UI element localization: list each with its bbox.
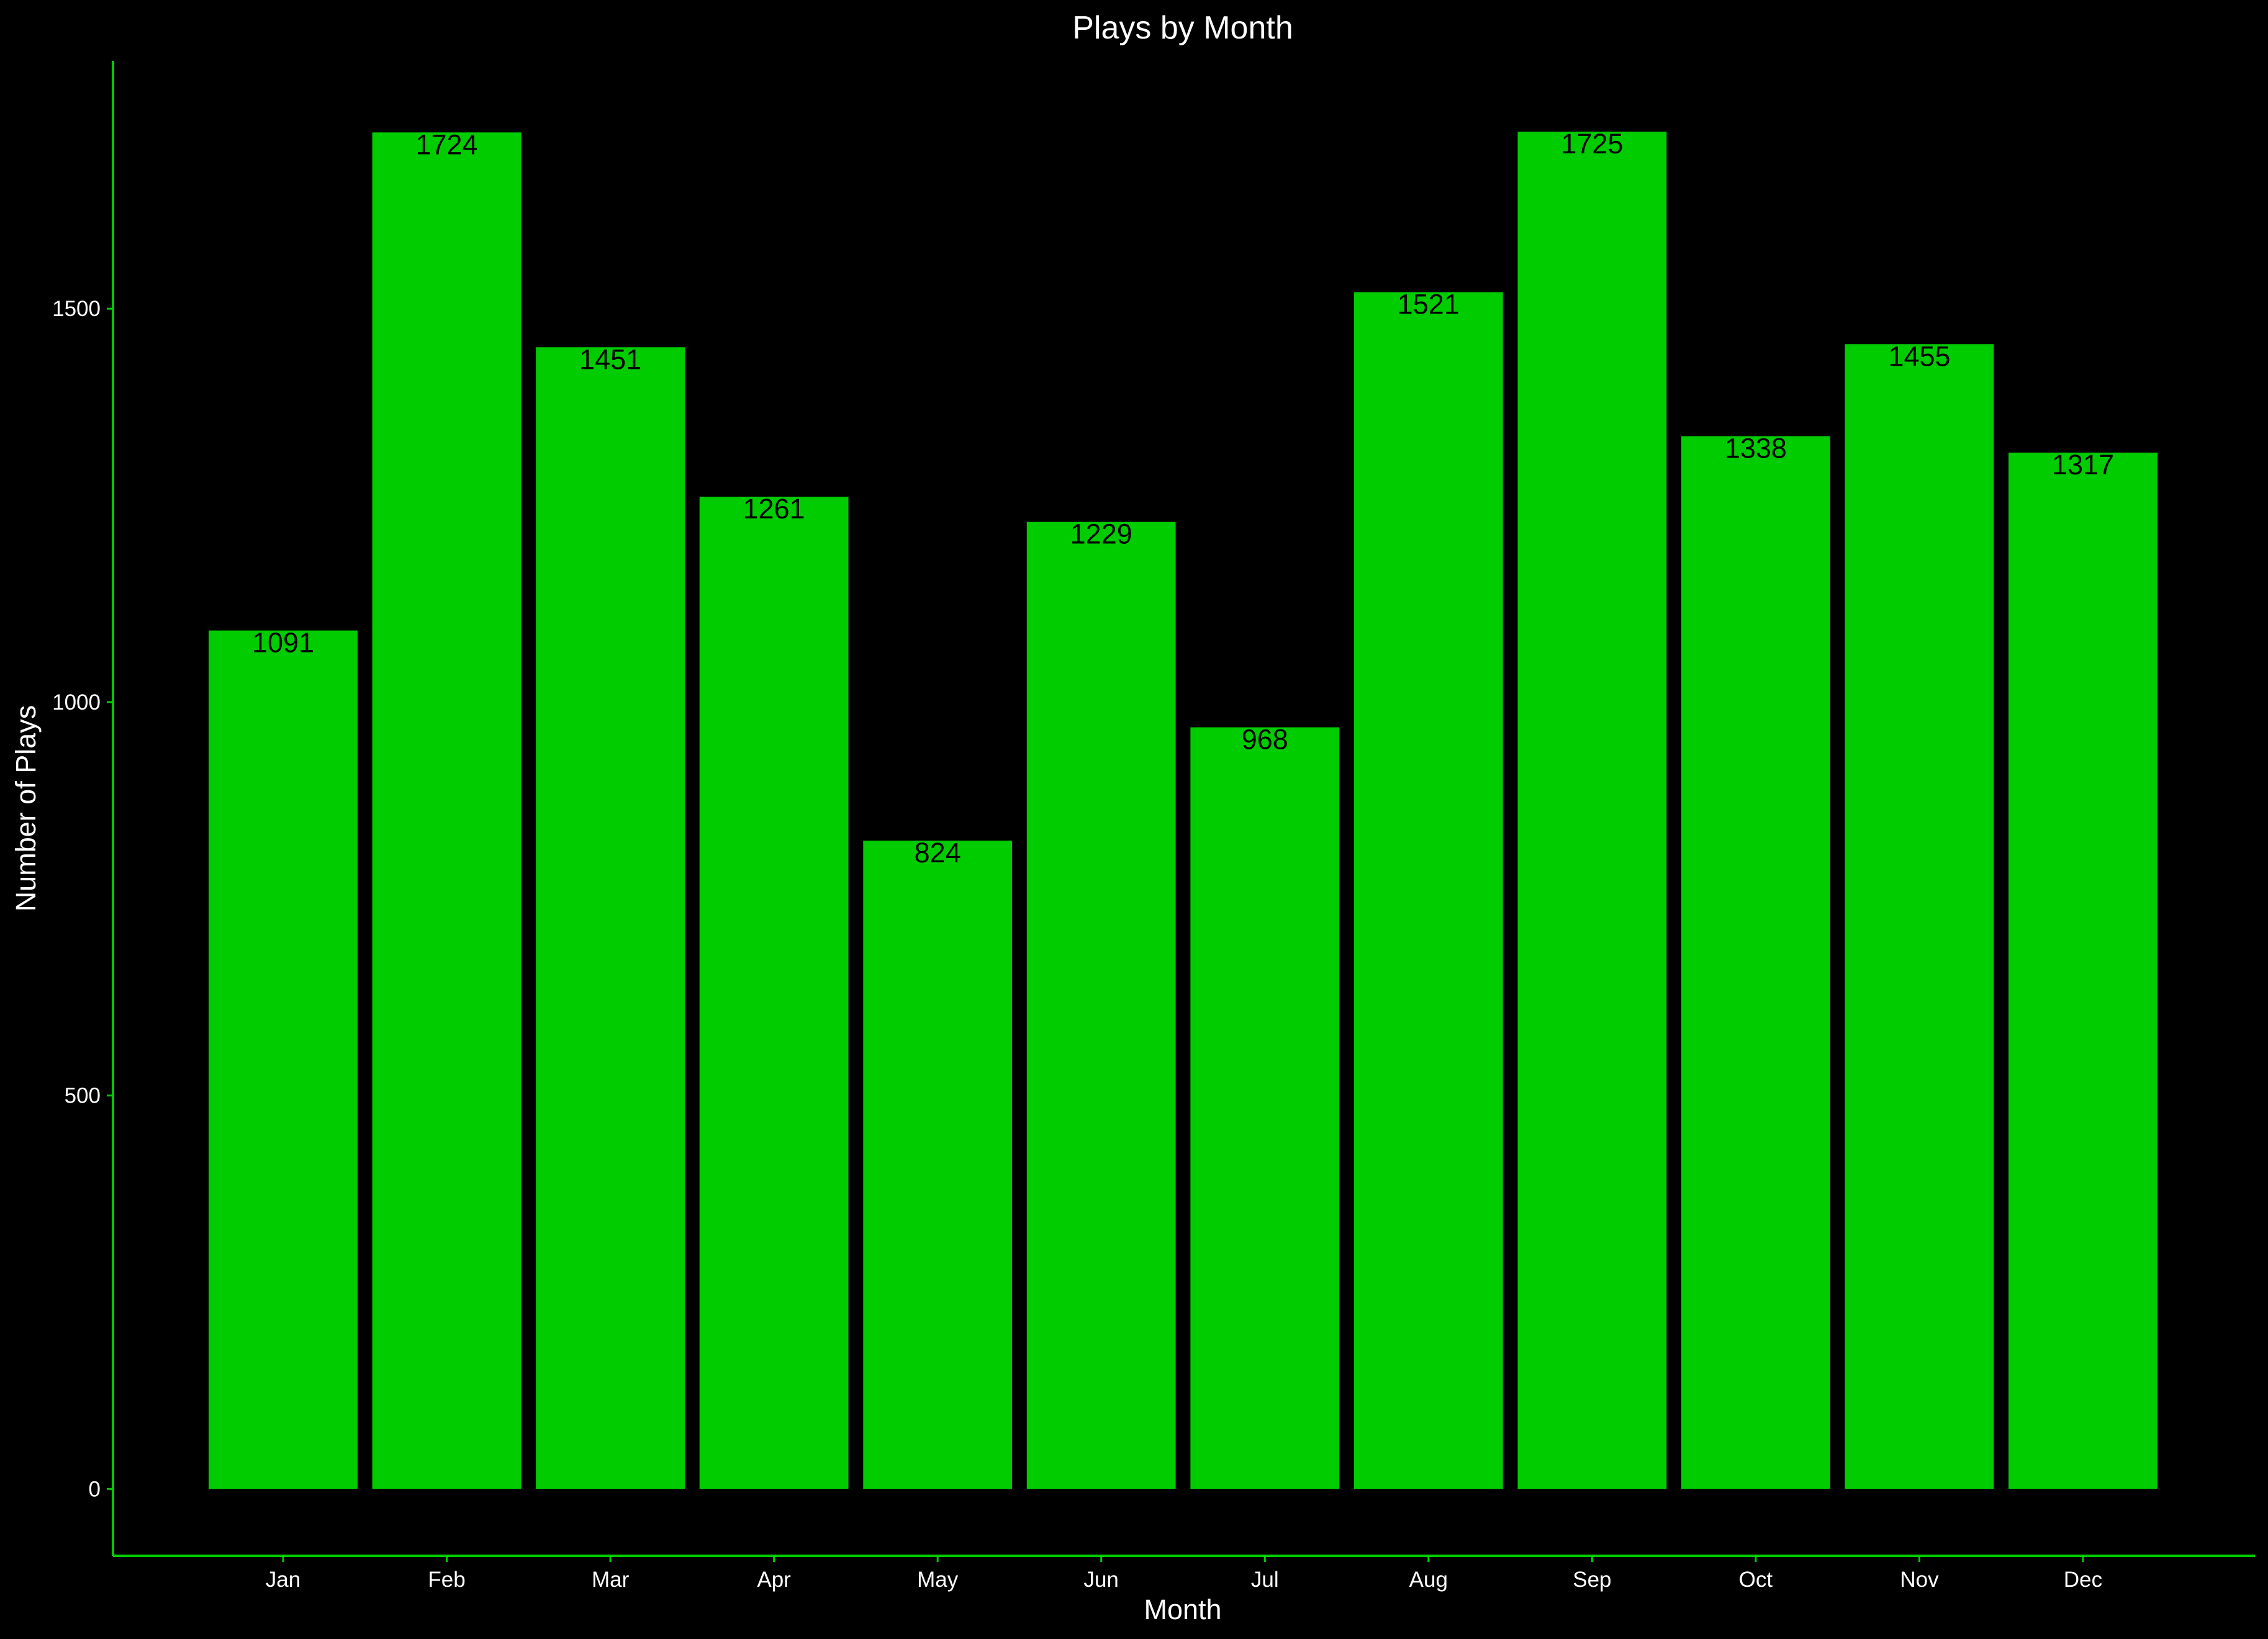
bar-value-label: 1521 (1398, 289, 1460, 320)
bar-labels-group: 1091 1724 1451 1261 824 1229 968 1521 1725 1338 14… (252, 128, 2114, 869)
x-tick-label: Dec (2064, 1568, 2102, 1592)
y-tick-label: 1500 (52, 297, 101, 321)
x-tick-label: Sep (1573, 1568, 1611, 1592)
bar-value-label: 1724 (415, 129, 477, 160)
x-tick-label: Aug (1409, 1568, 1448, 1592)
bar-oct (1681, 436, 1830, 1489)
y-tick-label: 500 (65, 1084, 101, 1108)
bar-value-label: 1317 (2052, 449, 2114, 481)
x-axis-title: Month (1144, 1594, 1221, 1625)
x-tick-label: Jul (1251, 1568, 1279, 1592)
y-tick-label: 0 (89, 1477, 101, 1501)
bar-feb (372, 132, 522, 1489)
y-axis-title: Number of Plays (10, 705, 42, 912)
bar-value-label: 1338 (1725, 433, 1787, 464)
x-tick-label: Mar (592, 1568, 630, 1592)
x-tick-label: Jun (1083, 1568, 1118, 1592)
bars-group (209, 132, 2157, 1489)
bar-value-label: 1229 (1070, 518, 1132, 550)
bar-value-label: 1451 (579, 343, 641, 375)
x-tick-label: Feb (428, 1568, 465, 1592)
bar-value-label: 1261 (743, 493, 805, 525)
bar-aug (1353, 292, 1503, 1489)
bar-jun (1026, 522, 1176, 1489)
bar-mar (536, 347, 685, 1489)
bar-value-label: 1091 (252, 627, 314, 659)
y-tick-label: 1000 (52, 690, 101, 715)
bar-may (863, 841, 1013, 1489)
y-tick-labels-group: 0 500 1000 1500 (52, 297, 113, 1501)
bar-jul (1190, 727, 1340, 1489)
bar-value-label: 1725 (1561, 128, 1623, 160)
chart-title: Plays by Month (1072, 10, 1293, 46)
bar-jan (209, 630, 358, 1489)
x-tick-label: Jan (266, 1568, 300, 1592)
bar-dec (2008, 453, 2157, 1489)
x-tick-label: Apr (757, 1568, 791, 1592)
bar-apr (699, 497, 849, 1489)
bar-nov (1845, 344, 1994, 1489)
bar-sep (1517, 132, 1667, 1489)
x-tick-label: May (917, 1568, 959, 1592)
bar-value-label: 824 (915, 837, 961, 869)
bar-value-label: 968 (1242, 724, 1288, 756)
x-tick-label: Nov (1900, 1568, 1939, 1592)
x-tick-label: Oct (1739, 1568, 1773, 1592)
bar-value-label: 1455 (1888, 340, 1950, 372)
